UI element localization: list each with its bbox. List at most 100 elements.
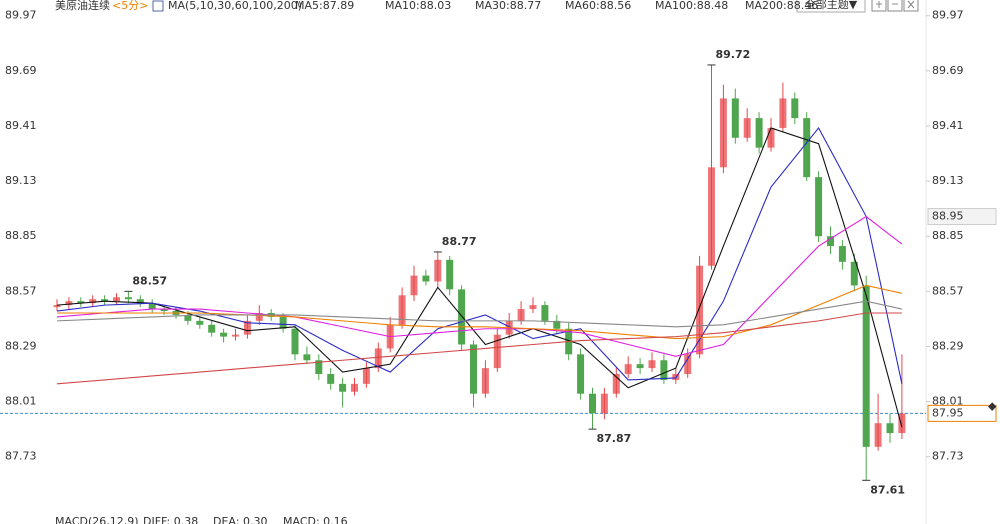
candle-body	[600, 393, 608, 414]
candle-body	[398, 295, 406, 325]
candle-body	[577, 354, 585, 394]
candle-body	[458, 289, 466, 345]
extreme-label: 88.77	[442, 235, 477, 248]
candle-body	[136, 299, 144, 304]
candle-body	[89, 299, 97, 304]
candle-body	[827, 236, 834, 247]
y-tick-label-right: 89.13	[932, 174, 964, 187]
legend-entry: MA10:88.03	[385, 0, 451, 12]
legend-entry: MA5:87.89	[295, 0, 354, 12]
extreme-label: 88.57	[132, 274, 167, 287]
y-tick-label-right: 88.29	[932, 339, 964, 352]
candle-body	[719, 98, 727, 168]
y-tick-label-right: 88.01	[932, 395, 964, 408]
candle-body	[160, 309, 168, 312]
candle-body	[815, 177, 823, 237]
candle-body	[339, 383, 347, 392]
candle-body	[303, 354, 311, 361]
y-tick-label: 88.29	[5, 339, 37, 352]
candle-body	[517, 309, 525, 321]
last-price-label: 87.95	[932, 406, 964, 419]
candle-body	[767, 127, 775, 148]
candle-body	[351, 383, 358, 392]
y-tick-label-right: 89.69	[932, 64, 964, 77]
candle-body	[410, 275, 418, 296]
y-tick-label: 89.41	[5, 119, 37, 132]
candle-body	[446, 259, 454, 290]
candle-body	[208, 324, 216, 333]
y-tick-label: 88.85	[5, 229, 37, 242]
candle-body	[696, 265, 704, 355]
ma-line	[56, 300, 903, 328]
candle-body	[838, 246, 846, 262]
candle-body	[636, 364, 644, 369]
candle-body	[101, 299, 109, 302]
candle-body	[279, 316, 287, 329]
candle-body	[232, 334, 239, 337]
candle-body	[184, 314, 192, 321]
y-tick-label: 88.01	[5, 395, 37, 408]
y-tick-label: 89.97	[5, 9, 37, 22]
ma-line	[57, 284, 903, 340]
candle-body	[648, 360, 656, 369]
candle-body	[220, 332, 228, 337]
candle-body	[874, 423, 882, 447]
y-tick-label: 87.73	[5, 450, 37, 463]
icon-stroke	[907, 0, 915, 9]
candle-body	[743, 118, 751, 138]
period[interactable]: <5分>	[112, 0, 148, 12]
candle-body	[624, 364, 632, 375]
theme-button-label[interactable]: 全部主题▼	[805, 0, 858, 11]
candle-body	[362, 368, 370, 384]
theme-button[interactable]	[796, 0, 866, 13]
candle-body	[291, 328, 299, 355]
legend-entry: MA200:88.46	[745, 0, 818, 12]
candle-body	[541, 305, 549, 321]
candle-body	[779, 98, 787, 128]
candle-body	[898, 413, 906, 434]
extreme-label: 87.61	[870, 483, 905, 496]
legend-entry: MA60:88.56	[565, 0, 631, 12]
candle-body	[315, 360, 323, 375]
candle-body	[589, 393, 596, 414]
y-tick-label: 88.57	[5, 284, 37, 297]
candle-body	[791, 98, 799, 119]
candle-body	[755, 118, 763, 148]
macd-legend: MACD: 0.16	[283, 515, 348, 524]
candle-body	[862, 285, 870, 447]
icon-close[interactable]	[903, 0, 919, 12]
candle-body	[684, 354, 692, 375]
crosshair-price-box	[927, 208, 997, 226]
candle-body	[374, 348, 382, 369]
candle-body	[65, 301, 73, 306]
candle-body	[434, 259, 442, 282]
candle-body	[196, 320, 204, 325]
candle-body	[422, 275, 430, 282]
ma-line	[56, 127, 903, 428]
candle-body	[803, 118, 811, 178]
candle-body	[553, 320, 561, 329]
indicator-icon[interactable]	[152, 0, 164, 12]
candle-body	[612, 374, 620, 394]
y-tick-label-right: 88.57	[932, 284, 964, 297]
macd-legend: DIFF: 0.38	[143, 515, 198, 524]
y-tick-label: 89.69	[5, 64, 37, 77]
last-price-arrow: ◆	[988, 399, 997, 412]
legend-entry: MA100:88.48	[655, 0, 728, 12]
candle-body	[529, 305, 537, 310]
candle-body	[481, 368, 489, 394]
candle-body	[731, 98, 739, 138]
candle-body	[493, 334, 501, 369]
candle-body	[708, 167, 715, 266]
candle-body	[77, 301, 85, 304]
candle-body	[886, 423, 894, 434]
y-tick-label-right: 89.41	[932, 119, 964, 132]
y-tick-label-right: 87.73	[932, 450, 964, 463]
candle-body	[327, 374, 335, 384]
extreme-label: 89.72	[716, 48, 751, 61]
icon-minus[interactable]	[887, 0, 903, 12]
candle-body	[124, 297, 132, 300]
y-tick-label-right: 88.85	[932, 229, 964, 242]
